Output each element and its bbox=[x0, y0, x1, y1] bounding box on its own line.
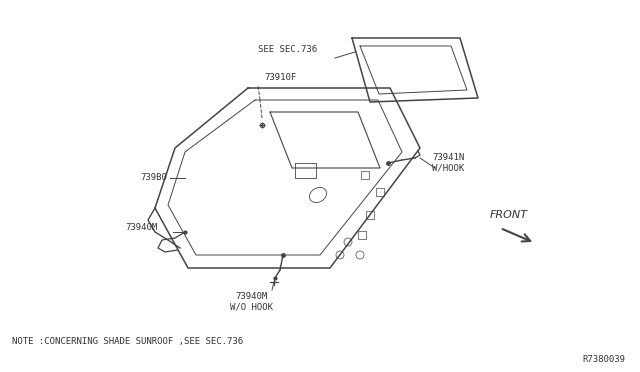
Bar bbox=[358, 231, 366, 239]
Text: 73941N
W/HOOK: 73941N W/HOOK bbox=[432, 153, 464, 173]
Text: 73940M
W/O HOOK: 73940M W/O HOOK bbox=[230, 292, 273, 311]
Bar bbox=[376, 188, 384, 196]
Text: SEE SEC.736: SEE SEC.736 bbox=[258, 45, 317, 55]
Bar bbox=[361, 171, 369, 179]
Text: NOTE :CONCERNING SHADE SUNROOF ,SEE SEC.736: NOTE :CONCERNING SHADE SUNROOF ,SEE SEC.… bbox=[12, 337, 243, 346]
Text: 73940M: 73940M bbox=[125, 224, 157, 232]
Text: FRONT: FRONT bbox=[490, 210, 528, 220]
Text: 739B0: 739B0 bbox=[140, 173, 167, 183]
Bar bbox=[366, 211, 374, 219]
Text: 73910F: 73910F bbox=[264, 74, 296, 83]
Text: R7380039: R7380039 bbox=[582, 355, 625, 364]
